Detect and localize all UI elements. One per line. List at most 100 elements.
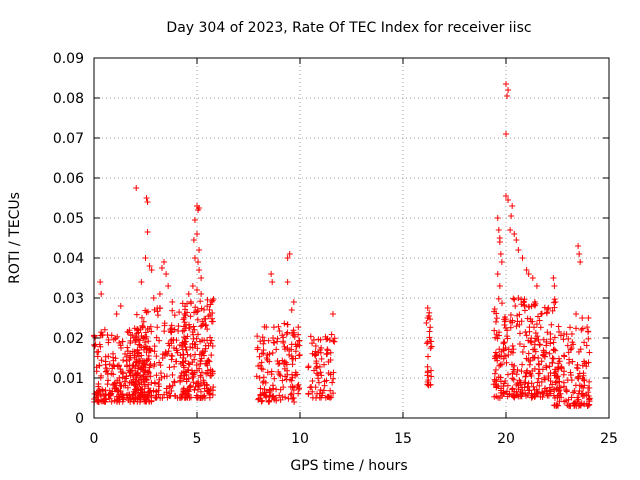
data-point bbox=[207, 311, 214, 318]
data-point bbox=[326, 394, 333, 401]
data-point bbox=[197, 323, 204, 330]
y-tick-label: 0.08 bbox=[53, 91, 84, 107]
data-point bbox=[315, 379, 322, 386]
data-point bbox=[498, 348, 505, 355]
y-tick-label: 0 bbox=[75, 411, 84, 427]
data-point bbox=[187, 313, 194, 320]
data-point bbox=[257, 392, 264, 399]
data-point bbox=[197, 338, 204, 345]
data-point bbox=[544, 329, 551, 336]
data-point bbox=[309, 340, 316, 347]
data-point bbox=[323, 336, 330, 343]
data-point bbox=[504, 335, 511, 342]
data-point bbox=[494, 271, 501, 277]
data-point bbox=[555, 323, 562, 330]
data-point bbox=[153, 388, 160, 395]
data-point bbox=[163, 389, 170, 396]
data-point bbox=[493, 315, 500, 322]
data-point bbox=[496, 239, 503, 245]
data-point bbox=[540, 351, 547, 358]
data-point bbox=[276, 360, 283, 367]
data-point bbox=[275, 323, 282, 330]
data-point bbox=[140, 371, 147, 378]
data-point bbox=[574, 398, 581, 405]
data-point bbox=[497, 251, 504, 257]
data-point bbox=[110, 382, 117, 389]
data-point bbox=[133, 185, 140, 191]
data-point bbox=[519, 255, 526, 261]
data-point bbox=[151, 343, 158, 350]
data-point bbox=[201, 394, 208, 401]
data-point bbox=[260, 378, 267, 385]
data-point bbox=[576, 251, 583, 257]
data-point bbox=[329, 379, 336, 386]
data-point bbox=[180, 354, 187, 361]
data-point bbox=[204, 296, 211, 303]
data-point bbox=[503, 359, 510, 366]
data-point bbox=[161, 259, 168, 265]
data-point bbox=[533, 321, 540, 328]
data-point bbox=[543, 309, 550, 316]
data-point bbox=[515, 393, 522, 400]
data-point bbox=[568, 331, 575, 337]
data-point bbox=[552, 347, 559, 354]
data-point bbox=[150, 387, 157, 394]
data-point bbox=[555, 402, 562, 409]
data-point bbox=[207, 301, 214, 308]
data-point bbox=[279, 377, 286, 384]
data-point bbox=[168, 329, 175, 336]
data-point bbox=[546, 350, 553, 357]
data-point bbox=[98, 291, 105, 297]
data-point bbox=[135, 353, 142, 360]
data-point bbox=[284, 255, 291, 261]
data-point bbox=[95, 383, 102, 390]
data-point bbox=[154, 324, 161, 331]
data-point bbox=[134, 346, 141, 353]
data-point bbox=[427, 324, 434, 331]
data-point bbox=[95, 348, 102, 355]
data-point bbox=[583, 342, 590, 349]
data-point bbox=[511, 296, 518, 303]
data-point bbox=[503, 193, 509, 199]
data-point bbox=[555, 355, 562, 362]
data-point bbox=[296, 337, 303, 344]
data-point bbox=[296, 352, 303, 359]
data-point bbox=[143, 309, 150, 316]
data-point bbox=[287, 383, 294, 390]
data-point bbox=[135, 377, 142, 384]
data-point bbox=[143, 349, 150, 356]
data-point bbox=[526, 324, 533, 331]
data-point bbox=[290, 299, 297, 305]
data-point bbox=[133, 311, 140, 318]
data-point bbox=[312, 384, 319, 391]
data-point bbox=[197, 372, 204, 379]
data-point bbox=[179, 359, 186, 366]
axis-ticks: 0 5 10 15 20 25 0 0.01 0.02 0.03 0.04 0.05 0.06 0.07 0… bbox=[53, 51, 618, 447]
data-point bbox=[509, 375, 516, 382]
data-point bbox=[568, 377, 575, 384]
data-point bbox=[427, 381, 434, 388]
data-point bbox=[126, 362, 133, 369]
data-point bbox=[548, 321, 555, 328]
data-point bbox=[424, 305, 431, 311]
data-point bbox=[573, 311, 580, 317]
data-point bbox=[281, 365, 288, 372]
data-point bbox=[492, 318, 499, 325]
data-point bbox=[201, 379, 208, 386]
data-point bbox=[428, 343, 435, 350]
data-point bbox=[255, 363, 262, 370]
data-point bbox=[579, 315, 586, 321]
data-point bbox=[152, 394, 159, 401]
x-tick-label: 10 bbox=[291, 431, 309, 447]
data-point bbox=[199, 322, 206, 329]
x-tick-label: 15 bbox=[394, 431, 412, 447]
data-point bbox=[550, 339, 557, 346]
data-point bbox=[127, 340, 134, 347]
data-point bbox=[136, 398, 143, 405]
data-point bbox=[510, 394, 517, 401]
data-point bbox=[208, 372, 215, 379]
data-point bbox=[517, 379, 524, 386]
data-point bbox=[499, 393, 506, 400]
data-point bbox=[273, 346, 280, 353]
